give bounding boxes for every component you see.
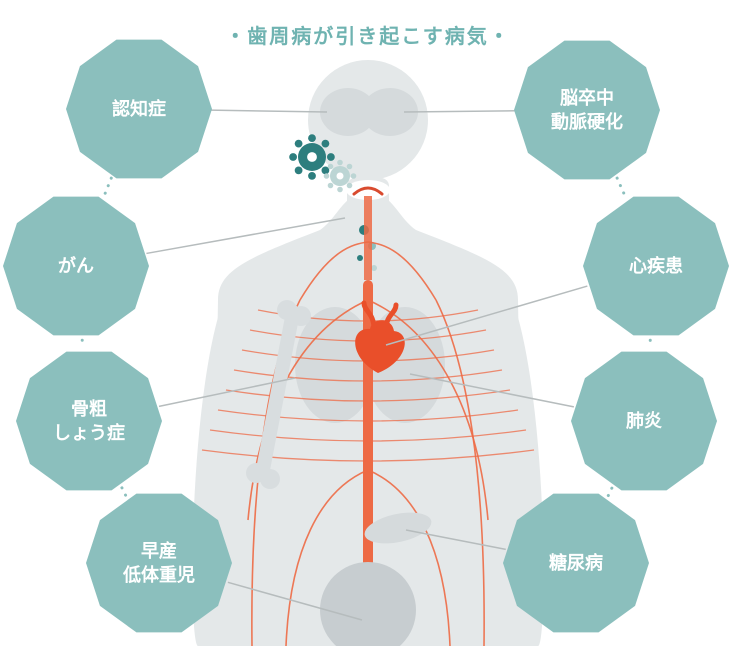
diagram-stage: ・歯周病が引き起こす病気・ 認知症がん骨粗 しょう症早産 低体重児 脳卒中 動脈硬… [0,0,736,646]
title-dot-right: ・ [489,26,511,48]
node-label-pneumonia: 肺炎 [626,409,662,433]
title-text: 歯周病が引き起こす病気 [247,26,489,48]
node-osteoporosis: 骨粗 しょう症 [16,348,162,494]
node-heart-disease: 心疾患 [583,193,729,339]
node-label-osteoporosis: 骨粗 しょう症 [53,397,125,446]
node-pneumonia: 肺炎 [571,348,717,494]
title-dot-left: ・ [225,26,247,48]
node-stroke: 脳卒中 動脈硬化 [514,37,660,183]
node-label-stroke: 脳卒中 動脈硬化 [551,86,623,135]
node-label-heart-disease: 心疾患 [629,254,683,278]
node-label-diabetes: 糖尿病 [549,551,603,575]
node-label-dementia: 認知症 [112,97,166,121]
node-label-cancer: がん [58,254,94,278]
node-diabetes: 糖尿病 [503,490,649,636]
node-preterm: 早産 低体重児 [86,490,232,636]
node-cancer: がん [3,193,149,339]
node-label-preterm: 早産 低体重児 [123,539,195,588]
diagram-title: ・歯周病が引き起こす病気・ [225,20,511,49]
node-dementia: 認知症 [66,36,212,182]
